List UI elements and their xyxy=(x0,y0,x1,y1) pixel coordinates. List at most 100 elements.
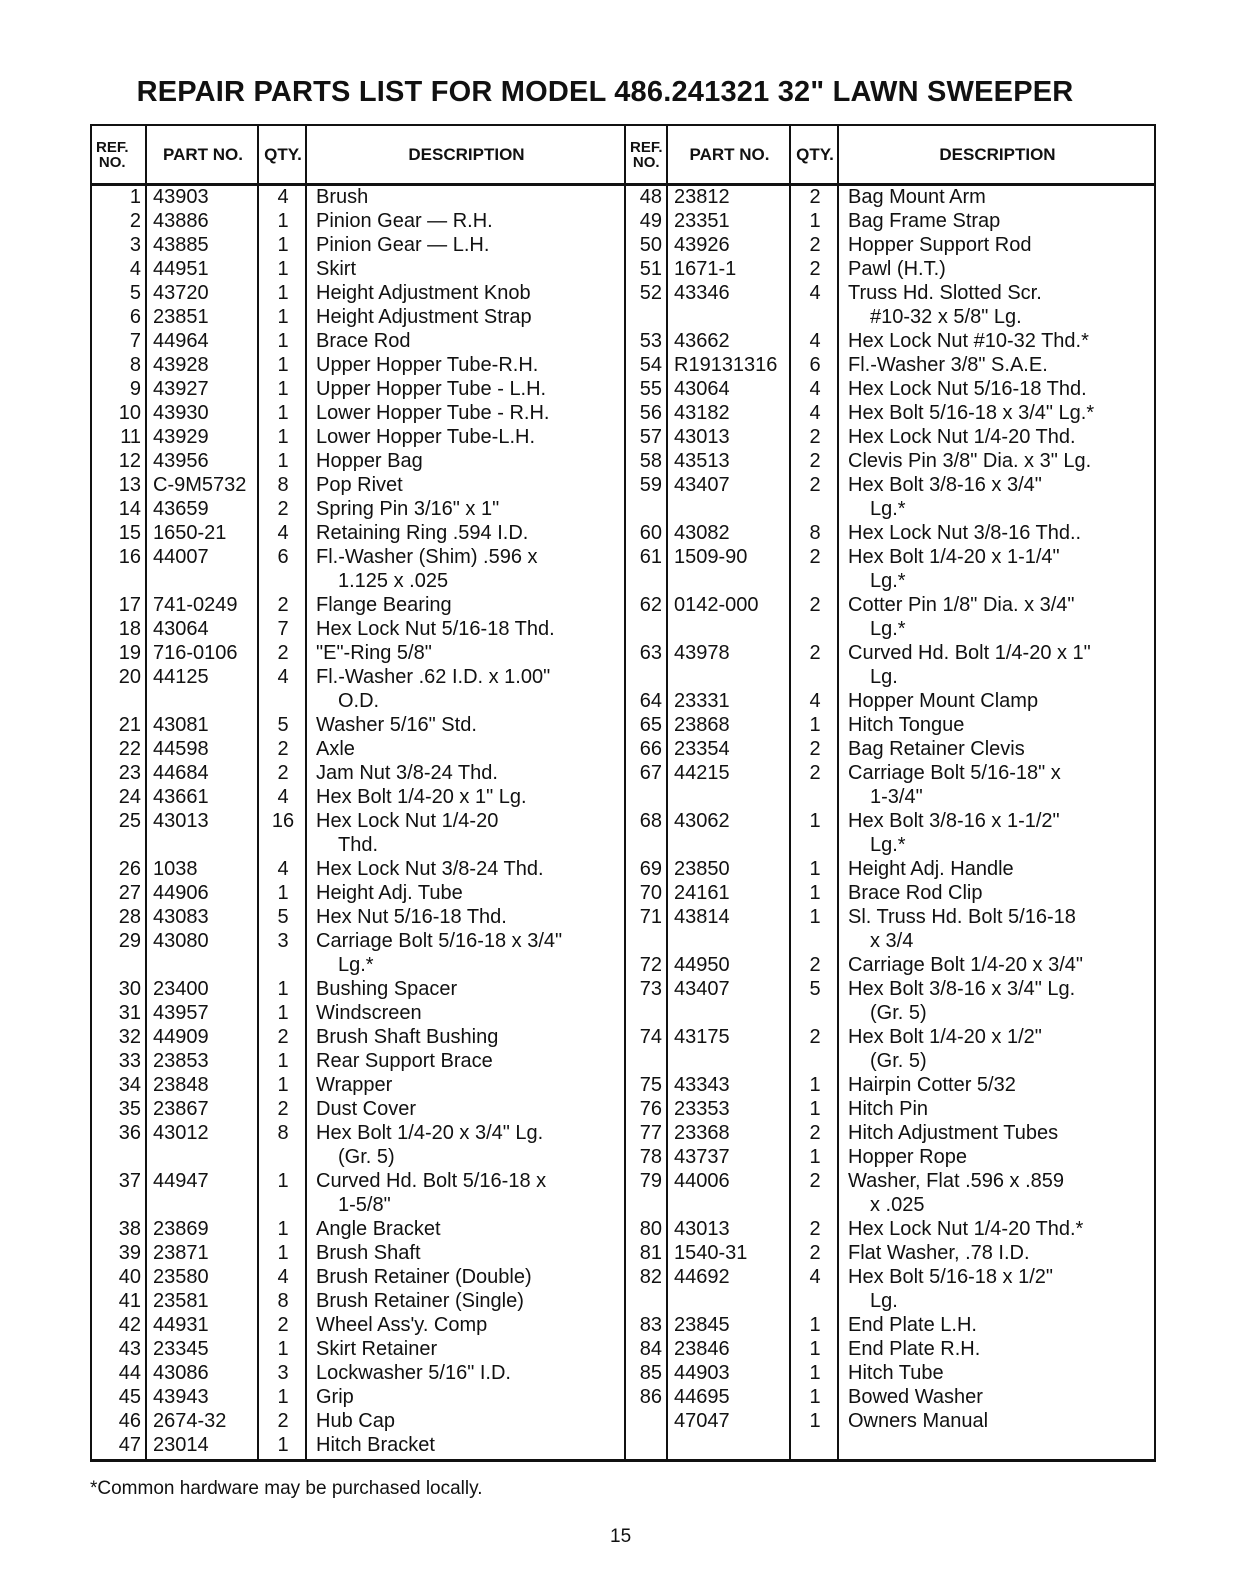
part-number: 43182 xyxy=(674,402,730,424)
ref-number: 60 xyxy=(639,522,662,544)
part-number: 43343 xyxy=(674,1074,730,1096)
part-number: 43513 xyxy=(674,450,730,472)
ref-number: 10 xyxy=(118,402,141,424)
table-row: 4 44951 1 Skirt xyxy=(92,257,626,281)
quantity: 2 xyxy=(809,450,821,472)
quantity: 1 xyxy=(277,1218,289,1240)
table-row: 22 44598 2 Axle xyxy=(92,737,626,761)
quantity: 2 xyxy=(809,258,821,280)
description: Hitch Bracket xyxy=(316,1434,435,1456)
table-row: 53 43662 4 Hex Lock Nut #10-32 Thd.* xyxy=(626,329,1156,353)
part-number: 23845 xyxy=(674,1314,730,1336)
column-divider xyxy=(626,126,839,1459)
ref-number: 83 xyxy=(639,1314,662,1336)
table-header: REF. NO. PART NO. QTY. DESCRIPTION xyxy=(92,126,626,186)
part-number: 43062 xyxy=(674,810,730,832)
description: Brace Rod xyxy=(316,330,411,352)
table-row: 62 0142-000 2 Cotter Pin 1/8" Dia. x 3/4" Lg… xyxy=(626,593,1156,641)
ref-number: 55 xyxy=(639,378,662,400)
table-row: 17 741-0249 2 Flange Bearing xyxy=(92,593,626,617)
quantity: 2 xyxy=(809,738,821,760)
description: Hex Lock Nut 3/8-16 Thd.. xyxy=(848,522,1082,544)
description: Hopper Mount Clamp xyxy=(848,690,1039,712)
quantity: 6 xyxy=(277,546,289,568)
description: Hex Lock Nut 1/4-20 Thd.* xyxy=(848,1218,1084,1240)
description-continuation: Lg.* xyxy=(870,498,906,520)
table-row: 45 43943 1 Grip xyxy=(92,1385,626,1409)
ref-number: 49 xyxy=(639,210,662,232)
description: Bowed Washer xyxy=(848,1386,983,1408)
description: Hex Bolt 5/16-18 x 1/2" xyxy=(848,1266,1053,1288)
table-body: 48 23812 2 Bag Mount Arm 49 23351 1 Bag Frame S… xyxy=(626,185,1156,1433)
quantity: 8 xyxy=(277,1122,289,1144)
column-divider xyxy=(92,126,307,1459)
ref-number: 40 xyxy=(118,1266,141,1288)
description-continuation: 1-3/4" xyxy=(870,786,923,808)
table-row: 40 23580 4 Brush Retainer (Double) xyxy=(92,1265,626,1289)
table-row: 78 43737 1 Hopper Rope xyxy=(626,1145,1156,1169)
header-ref-no: REF. NO. xyxy=(626,126,668,183)
ref-number: 50 xyxy=(639,234,662,256)
ref-number: 29 xyxy=(118,930,141,952)
description: Hex Lock Nut 1/4-20 xyxy=(316,810,499,832)
table-row: 12 43956 1 Hopper Bag xyxy=(92,449,626,473)
description: Brace Rod Clip xyxy=(848,882,983,904)
part-number: 43064 xyxy=(153,618,209,640)
description: Hex Bolt 3/8-16 x 1-1/2" xyxy=(848,810,1060,832)
table-row: 9 43927 1 Upper Hopper Tube - L.H. xyxy=(92,377,626,401)
description: Hairpin Cotter 5/32 xyxy=(848,1074,1016,1096)
part-number: 47047 xyxy=(674,1410,730,1432)
table-row: 31 43957 1 Windscreen xyxy=(92,1001,626,1025)
quantity: 2 xyxy=(277,1026,289,1048)
table-row: 14 43659 2 Spring Pin 3/16" x 1" xyxy=(92,497,626,521)
description: Hex Bolt 1/4-20 x 1-1/4" xyxy=(848,546,1060,568)
table-row: 71 43814 1 Sl. Truss Hd. Bolt 5/16-18 x 3/4 xyxy=(626,905,1156,953)
quantity: 16 xyxy=(271,810,295,832)
quantity: 2 xyxy=(809,474,821,496)
table-row: 47 23014 1 Hitch Bracket xyxy=(92,1433,626,1457)
quantity: 1 xyxy=(809,810,821,832)
description: Brush Shaft Bushing xyxy=(316,1026,499,1048)
description: Pinion Gear — L.H. xyxy=(316,234,490,256)
description: Height Adjustment Knob xyxy=(316,282,531,304)
part-number: 43659 xyxy=(153,498,209,520)
description-continuation: 1.125 x .025 xyxy=(338,570,449,592)
part-number: 43175 xyxy=(674,1026,730,1048)
description: Hitch Tube xyxy=(848,1362,944,1384)
table-row: 57 43013 2 Hex Lock Nut 1/4-20 Thd. xyxy=(626,425,1156,449)
table-row: 51 1671-1 2 Pawl (H.T.) xyxy=(626,257,1156,281)
part-number: 44695 xyxy=(674,1386,730,1408)
part-number: 43346 xyxy=(674,282,730,304)
part-number: 43957 xyxy=(153,1002,209,1024)
description: Skirt Retainer xyxy=(316,1338,438,1360)
description: Hex Lock Nut 5/16-18 Thd. xyxy=(848,378,1087,400)
table-row: 67 44215 2 Carriage Bolt 5/16-18" x 1-3/4" xyxy=(626,761,1156,809)
description: Curved Hd. Bolt 5/16-18 x xyxy=(316,1170,547,1192)
ref-number: 14 xyxy=(118,498,141,520)
description: Height Adjustment Strap xyxy=(316,306,532,328)
quantity: 2 xyxy=(809,1122,821,1144)
description: Hex Lock Nut 1/4-20 Thd. xyxy=(848,426,1076,448)
header-part-no: PART NO. xyxy=(689,145,770,164)
table-row: 7 44964 1 Brace Rod xyxy=(92,329,626,353)
description: Flat Washer, .78 I.D. xyxy=(848,1242,1030,1264)
ref-number: 86 xyxy=(639,1386,662,1408)
description-continuation: Lg. xyxy=(870,666,898,688)
description-continuation: O.D. xyxy=(338,690,380,712)
quantity: 4 xyxy=(809,378,821,400)
table-row: 52 43346 4 Truss Hd. Slotted Scr. #10-32 x 5… xyxy=(626,281,1156,329)
table-row: 43 23345 1 Skirt Retainer xyxy=(92,1337,626,1361)
description-continuation: (Gr. 5) xyxy=(338,1146,395,1168)
table-row: 44 43086 3 Lockwasher 5/16" I.D. xyxy=(92,1361,626,1385)
header-qty: QTY. xyxy=(796,145,834,164)
description: Brush xyxy=(316,186,369,208)
description: Brush Retainer (Single) xyxy=(316,1290,524,1312)
table-row: 86 44695 1 Bowed Washer xyxy=(626,1385,1156,1409)
quantity: 2 xyxy=(277,738,289,760)
ref-number: 61 xyxy=(639,546,662,568)
quantity: 2 xyxy=(809,594,821,616)
quantity: 4 xyxy=(277,522,289,544)
ref-number: 78 xyxy=(639,1146,662,1168)
table-row: 39 23871 1 Brush Shaft xyxy=(92,1241,626,1265)
ref-number: 57 xyxy=(639,426,662,448)
